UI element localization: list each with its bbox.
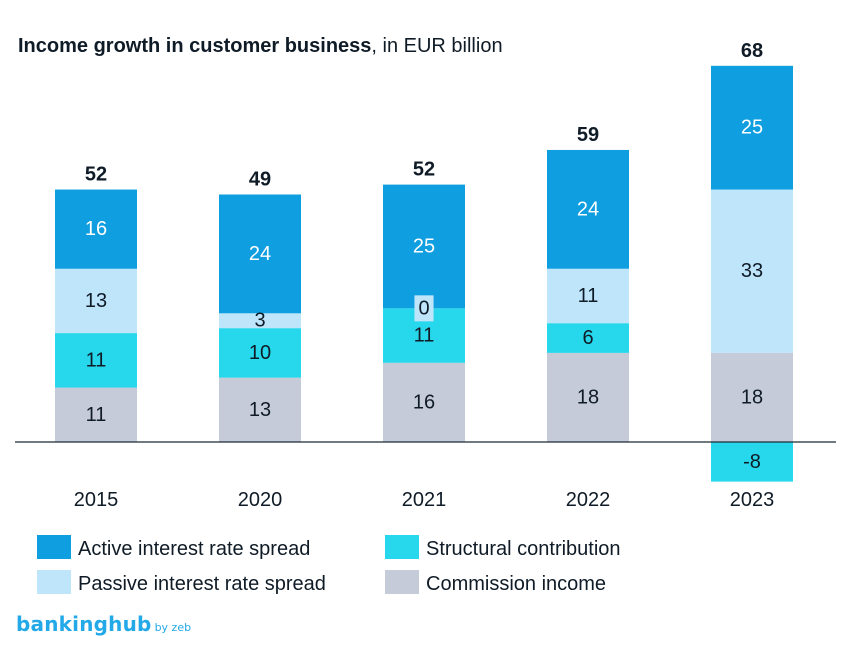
data-label-2022-commission-income: 18 [577, 386, 599, 408]
legend-swatch-commission-income [385, 570, 419, 594]
data-label-2021-structural-contribution: 11 [414, 325, 435, 347]
bar-segment-2020-structural-contribution [219, 328, 301, 378]
data-label-2015-active-interest-rate-spread: 16 [85, 218, 107, 240]
chart-title-regular: , in EUR billion [371, 35, 502, 57]
data-label-2015-structural-contribution: 11 [86, 349, 107, 371]
data-label-2015-passive-interest-rate-spread: 13 [85, 290, 107, 312]
chart-title-bold: Income growth in customer business [18, 35, 371, 57]
x-tick-label-2015: 2015 [74, 489, 119, 511]
chart-title: Income growth in customer business, in E… [18, 35, 503, 57]
data-label-2021-passive-interest-rate-spread: 0 [418, 297, 429, 319]
data-label-2020-passive-interest-rate-spread: 3 [254, 310, 265, 332]
total-label-2015: 52 [85, 164, 107, 186]
total-label-2023: 68 [741, 40, 763, 62]
total-label-2021: 52 [413, 159, 435, 181]
total-label-2022: 59 [577, 124, 599, 146]
data-label-2021-active-interest-rate-spread: 25 [413, 235, 435, 257]
bar-segment-2023-active-interest-rate-spread [711, 65, 793, 190]
bar-segment-2022-active-interest-rate-spread [547, 149, 629, 269]
x-tick-label-2021: 2021 [402, 489, 447, 511]
x-tick-label-2020: 2020 [238, 489, 283, 511]
legend-swatch-passive-interest-rate-spread [37, 570, 71, 594]
data-label-2022-active-interest-rate-spread: 24 [577, 198, 599, 220]
data-label-2023-commission-income: 18 [741, 386, 763, 408]
bars-layer [55, 65, 793, 482]
bar-segment-2015-active-interest-rate-spread [55, 189, 137, 269]
data-label-2023-active-interest-rate-spread: 25 [741, 117, 763, 139]
x-tick-label-2023: 2023 [730, 489, 775, 511]
bar-segment-2023-passive-interest-rate-spread [711, 189, 793, 353]
x-tick-label-2022: 2022 [566, 489, 611, 511]
total-label-2020: 49 [249, 169, 271, 191]
bar-segment-2021-commission-income [383, 362, 465, 442]
bar-segment-2015-structural-contribution [55, 333, 137, 388]
legend-swatch-structural-contribution [385, 535, 419, 559]
legend-label-passive-interest-rate-spread: Passive interest rate spread [78, 573, 326, 595]
bar-segment-2023-structural-contribution [711, 442, 793, 482]
bar-segment-2020-passive-interest-rate-spread [219, 313, 301, 329]
data-label-2022-passive-interest-rate-spread: 11 [578, 285, 599, 307]
bankinghub-logo: bankinghub by zeb [16, 612, 191, 636]
bar-segment-2015-passive-interest-rate-spread [55, 268, 137, 334]
legend-label-commission-income: Commission income [426, 573, 606, 595]
brand-suffix: by zeb [154, 621, 192, 634]
bar-segment-2021-active-interest-rate-spread [383, 184, 465, 309]
legend: Active interest rate spread Structural co… [37, 535, 621, 595]
bar-segment-2020-commission-income [219, 377, 301, 442]
data-label-2020-commission-income: 13 [249, 399, 271, 421]
legend-label-structural-contribution: Structural contribution [426, 538, 621, 560]
data-label-bg-2021-passive-interest-rate-spread [414, 295, 434, 322]
legend-swatch-active-interest-rate-spread [37, 535, 71, 559]
brand-name: bankinghub [16, 612, 152, 636]
data-label-2015-commission-income: 11 [86, 404, 107, 426]
data-label-2022-structural-contribution: 6 [582, 327, 593, 349]
data-label-2020-active-interest-rate-spread: 24 [249, 243, 271, 265]
bar-segment-2020-active-interest-rate-spread [219, 194, 301, 314]
bar-segment-2023-commission-income [711, 352, 793, 442]
labels-layer: 11 11 13 16 52 2015 13 10 3 24 49 2020 16 11 0 25 52 2021… [74, 40, 775, 511]
bar-segment-2022-structural-contribution [547, 323, 629, 353]
bar-segment-2022-passive-interest-rate-spread [547, 268, 629, 324]
legend-label-active-interest-rate-spread: Active interest rate spread [78, 538, 310, 560]
data-label-2021-commission-income: 16 [413, 391, 435, 413]
data-label-2023-structural-contribution: -8 [743, 451, 761, 473]
bar-segment-2022-commission-income [547, 352, 629, 442]
data-label-2020-structural-contribution: 10 [249, 342, 271, 364]
data-label-2023-passive-interest-rate-spread: 33 [741, 260, 763, 282]
bar-segment-2015-commission-income [55, 387, 137, 442]
